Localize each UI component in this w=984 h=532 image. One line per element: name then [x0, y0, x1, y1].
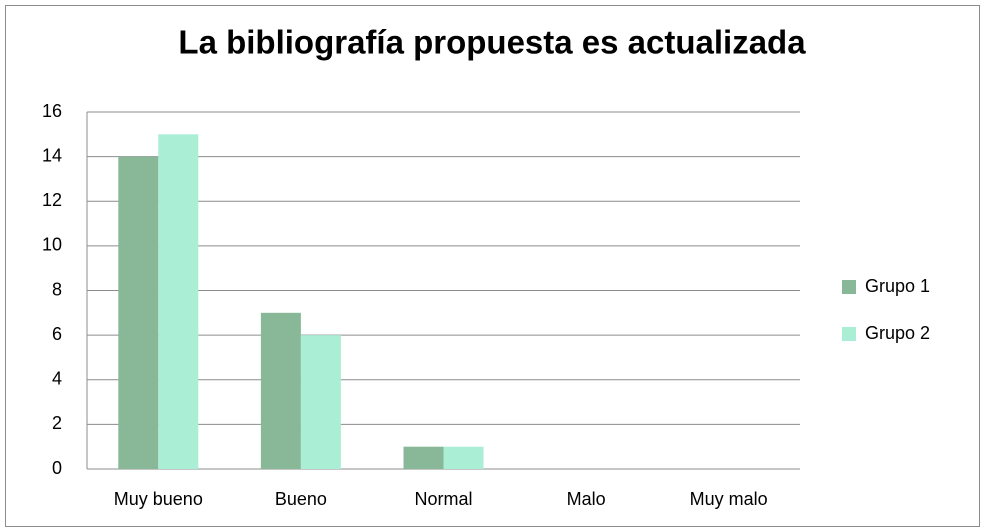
bar	[443, 446, 484, 469]
x-tick-label: Muy bueno	[114, 489, 203, 509]
y-tick-label: 16	[42, 101, 62, 121]
y-tick-label: 2	[52, 413, 62, 433]
y-tick-label: 12	[42, 190, 62, 210]
x-tick-label: Bueno	[275, 489, 327, 509]
legend-swatch	[842, 327, 856, 341]
bar	[158, 134, 199, 469]
y-tick-label: 6	[52, 324, 62, 344]
legend-label: Grupo 2	[865, 323, 930, 343]
bar	[403, 446, 444, 469]
y-tick-label: 14	[42, 145, 62, 165]
bar	[260, 312, 301, 469]
x-tick-label: Muy malo	[690, 489, 768, 509]
y-tick-label: 8	[52, 279, 62, 299]
chart-title: La bibliografía propuesta es actualizada	[178, 24, 806, 61]
bar	[300, 335, 341, 469]
x-tick-label: Normal	[414, 489, 472, 509]
y-tick-label: 4	[52, 369, 62, 389]
bar	[118, 156, 159, 469]
y-tick-label: 10	[42, 235, 62, 255]
legend-label: Grupo 1	[865, 276, 930, 296]
y-tick-label: 0	[52, 458, 62, 478]
legend-swatch	[842, 280, 856, 294]
x-tick-label: Malo	[567, 489, 606, 509]
